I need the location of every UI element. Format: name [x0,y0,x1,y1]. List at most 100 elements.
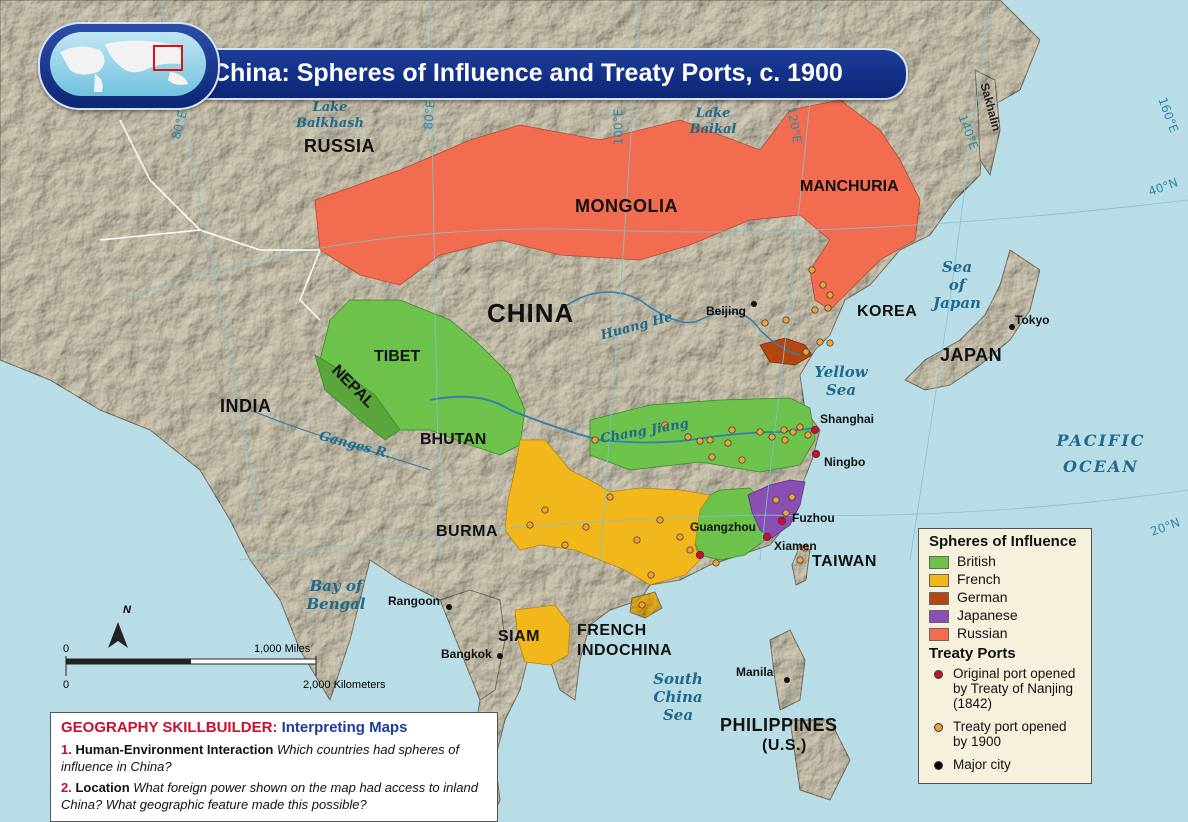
legend-label-russian: Russian [957,625,1008,641]
major-city-dot [934,761,943,770]
sea-of-japan-line1: Sea [941,258,973,276]
legend-label-major-city: Major city [953,757,1011,772]
south-china-sea-line3: Sea [662,706,694,724]
lake-balkhash-line1: Lake [312,100,348,115]
south-china-sea-line1: South [653,670,703,688]
lon-100-label: 100°E [611,108,626,146]
lake-baikal-line2: Baikal [689,122,737,137]
label-french-indochina-2: INDOCHINA [577,642,673,659]
german-sphere [759,337,813,366]
city-rangoon: Rangoon [388,594,440,608]
legend-item-german: German [929,589,1008,605]
lake-balkhash-line2: Balkhash [295,116,364,131]
label-philippines: PHILIPPINES [720,715,838,735]
legend-spheres-title: Spheres of Influence [929,533,1077,550]
japanese-swatch [929,609,949,623]
question-2: 2. Location What foreign power shown on … [61,779,486,813]
french-sphere-siam-border [514,604,571,666]
question-2-topic: Location [75,780,130,795]
label-taiwan: TAIWAN [812,553,877,570]
graticule [119,0,1188,561]
russian-swatch [929,627,949,641]
yellow-sea-line2: Sea [825,381,857,399]
treaty-ports [526,266,834,609]
label-pacific-ocean: PACIFIC OCEAN [1046,428,1156,480]
original-ports [695,425,821,560]
label-french-indochina-1: FRENCH [577,622,647,639]
legend-ports-title: Treaty Ports [929,645,1016,662]
question-2-number: 2. [61,780,72,795]
label-korea: KOREA [857,303,918,320]
bay-of-bengal-line1: Bay of [309,577,363,595]
legend-item-french: French [929,571,1001,587]
legend-label-british: British [957,553,996,569]
skillbuilder-heading-blue: Interpreting Maps [281,719,408,736]
sea-of-japan-line3: Japan [933,294,981,312]
yellow-sea-line1: Yellow [814,363,868,381]
legend-item-russian: Russian [929,625,1008,641]
skillbuilder-heading-red: GEOGRAPHY SKILLBUILDER: [61,719,278,736]
pacific-line2: OCEAN [1063,457,1139,476]
city-beijing: Beijing [706,304,747,318]
legend-label-french: French [957,571,1001,587]
legend-item-original-port: Original port opened by Treaty of Nanjin… [929,666,1089,711]
label-lake-balkhash: Lake Balkhash [290,100,370,132]
label-lake-baikal: Lake Baikal [678,106,748,138]
north-arrow [108,622,128,648]
south-china-sea-line2: China [653,688,703,706]
label-tibet: TIBET [374,348,421,365]
question-1-topic: Human-Environment Interaction [75,742,274,757]
scale-zero-miles: 0 [63,643,70,655]
ganges-river [249,409,431,471]
legend-item-major-city: Major city [929,757,1089,773]
locator-globe [38,22,220,110]
legend-item-treaty-port: Treaty port opened by 1900 [929,719,1089,749]
question-2-text: What foreign power shown on the map had … [61,780,478,812]
label-south-china-sea: South China Sea [643,670,713,724]
city-guangzhou: Guangzhou [690,520,756,534]
legend-item-japanese: Japanese [929,607,1018,623]
city-ningbo: Ningbo [824,455,866,469]
sea-of-japan-line2: of [948,276,966,294]
label-india: INDIA [220,396,272,416]
scale-km: 2,000 Kilometers [303,679,386,691]
city-manila: Manila [736,665,774,679]
label-china: CHINA [487,298,575,328]
lake-baikal-line1: Lake [695,106,731,121]
map-title: China: Spheres of Influence and Treaty P… [212,59,843,87]
british-swatch [929,555,949,569]
north-label: N [123,604,131,616]
legend-label-treaty-port: Treaty port opened by 1900 [953,719,1067,749]
title-banner: China: Spheres of Influence and Treaty P… [38,14,908,110]
bay-of-bengal-line2: Bengal [306,595,366,613]
label-bay-of-bengal: Bay of Bengal [296,577,376,613]
legend: Spheres of Influence British French Germ… [918,528,1092,784]
label-mongolia: MONGOLIA [575,196,678,216]
legend-label-german: German [957,589,1008,605]
label-bhutan: BHUTAN [420,431,487,448]
city-bangkok: Bangkok [441,647,492,661]
british-sphere-yangtze [589,397,816,473]
city-fuzhou: Fuzhou [792,511,835,525]
city-shanghai: Shanghai [820,412,875,426]
question-1-text: Which countries had spheres of influence… [61,742,460,774]
borders [99,119,321,321]
german-swatch [929,591,949,605]
russian-sphere [314,99,921,311]
scale-bar [65,656,317,676]
scale-miles: 1,000 Miles [254,643,311,655]
skillbuilder-box: GEOGRAPHY SKILLBUILDER: Interpreting Map… [50,712,498,822]
city-xiamen: Xiamen [774,539,817,553]
question-1-number: 1. [61,742,72,757]
label-manchuria: MANCHURIA [800,178,899,195]
label-japan: JAPAN [940,345,1003,365]
label-yellow-sea: Yellow Sea [806,363,876,399]
major-cities [446,301,1015,683]
legend-label-original-port: Original port opened by Treaty of Nanjin… [953,666,1076,711]
world-locator-icon [50,32,206,96]
label-russia: RUSSIA [304,136,376,156]
treaty-port-dot [934,723,943,732]
label-siam: SIAM [498,628,540,645]
question-1: 1. Human-Environment Interaction Which c… [61,741,486,775]
